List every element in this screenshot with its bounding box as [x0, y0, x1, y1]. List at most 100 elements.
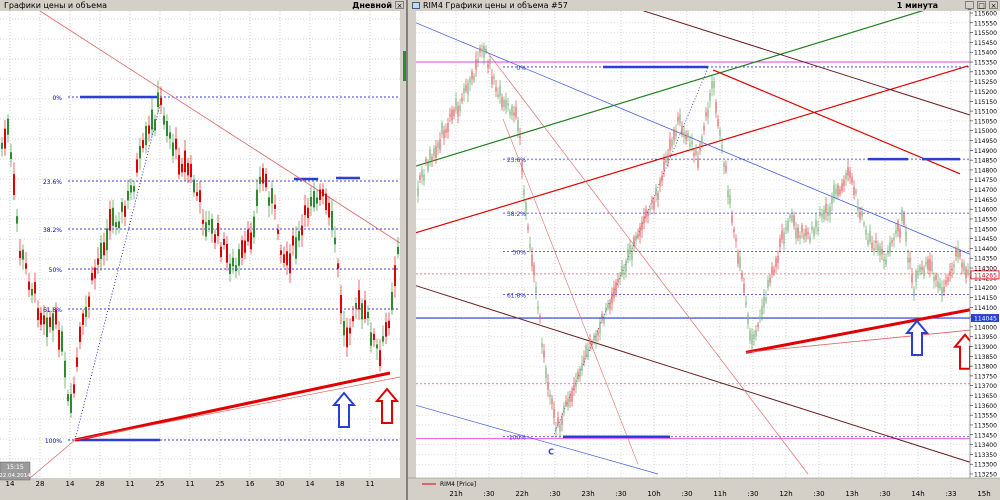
price-label: 114950 [974, 138, 997, 145]
right-support-thin [745, 329, 974, 353]
maximize-icon[interactable]: □ [977, 1, 986, 10]
right-candle [817, 227, 819, 232]
left-candle [289, 253, 291, 274]
right-candle [421, 169, 423, 178]
right-candle [521, 162, 523, 173]
right-candle [619, 277, 621, 280]
price-label: 113600 [974, 403, 997, 410]
left-candle [184, 150, 186, 173]
left-candle [130, 185, 132, 193]
left-candle [349, 327, 351, 334]
left-candle [373, 333, 375, 340]
left-candle [139, 146, 141, 159]
left-candle [28, 281, 30, 290]
right-x-tick-label: 23h [581, 490, 594, 498]
right-candle [513, 112, 515, 116]
right-candle [793, 215, 795, 227]
right-candle [491, 76, 493, 85]
right-brown-lower [415, 285, 971, 463]
left-candle [13, 174, 15, 195]
marker-price-box [970, 270, 1000, 280]
right-candle [443, 130, 445, 139]
right-candle [641, 221, 643, 231]
right-candle [459, 105, 461, 112]
left-candle [376, 344, 378, 349]
left-close-icon[interactable]: × [395, 1, 404, 10]
left-candle [52, 313, 54, 331]
right-candle [507, 103, 509, 106]
right-candle [441, 123, 443, 135]
right-green-trend [415, 11, 924, 167]
right-candle [589, 338, 591, 345]
right-candle [831, 195, 833, 204]
right-candle [511, 106, 513, 116]
left-candle [124, 205, 126, 217]
right-candle [429, 149, 431, 161]
right-candle [683, 131, 685, 137]
left-candle [211, 218, 213, 234]
right-close-icon[interactable]: × [989, 1, 998, 10]
right-x-tick-label: 15h [977, 490, 990, 498]
right-candle [461, 97, 463, 102]
right-candle [581, 362, 583, 371]
right-candle [887, 251, 889, 254]
right-candle [689, 143, 691, 147]
price-label: 113650 [974, 393, 997, 400]
left-candle [202, 219, 204, 224]
right-candle [773, 269, 775, 273]
left-candle [208, 219, 210, 226]
right-candle [907, 257, 909, 263]
minimize-icon[interactable]: _ [965, 1, 974, 10]
right-candle [867, 239, 869, 245]
right-candle [667, 154, 669, 162]
left-candle [271, 188, 273, 204]
right-candle [715, 102, 717, 113]
right-candle [787, 220, 789, 231]
right-candle [535, 286, 537, 294]
right-x-tick-label: :30 [879, 490, 890, 498]
left-fib-label: 0% [52, 95, 62, 102]
right-candle [925, 261, 927, 265]
left-candle [253, 216, 255, 238]
right-candle [709, 92, 711, 101]
left-candle [286, 251, 288, 266]
right-candle [721, 145, 723, 149]
right-candle [921, 266, 923, 271]
right-candle [533, 264, 535, 276]
left-candle [172, 142, 174, 156]
right-chart: 0% 23.6% 38.2% 50% 61.8% 100% C 115600 115550 115… [408, 11, 1000, 500]
left-candle [25, 263, 27, 269]
right-candle [711, 81, 713, 89]
right-candle [917, 270, 919, 276]
left-candle [142, 140, 144, 149]
price-label: 114900 [974, 148, 997, 155]
price-label: 114750 [974, 177, 997, 184]
right-candle [447, 123, 449, 133]
left-candle [298, 231, 300, 241]
right-candle [455, 98, 457, 110]
right-candle [427, 163, 429, 172]
left-candle [49, 317, 51, 328]
right-candle [623, 272, 625, 275]
current-price-label: 114045 [974, 316, 997, 323]
left-support-thin [74, 376, 401, 441]
right-candle [821, 213, 823, 217]
right-candle [751, 334, 753, 345]
left-candle [316, 197, 318, 204]
left-candle [148, 125, 150, 134]
left-candle [16, 216, 18, 224]
right-candle [891, 240, 893, 243]
right-candle [805, 229, 807, 237]
right-candle [665, 158, 667, 163]
right-candle [845, 172, 847, 179]
right-candle [547, 382, 549, 390]
right-x-tick-label: 10h [647, 490, 660, 498]
price-label: 115400 [974, 50, 997, 57]
right-candle [815, 220, 817, 228]
right-candle [725, 165, 727, 172]
left-candle [319, 189, 321, 200]
price-label: 113500 [974, 422, 997, 429]
price-label: 115250 [974, 79, 997, 86]
left-candle [175, 138, 177, 150]
right-candle [939, 283, 941, 289]
